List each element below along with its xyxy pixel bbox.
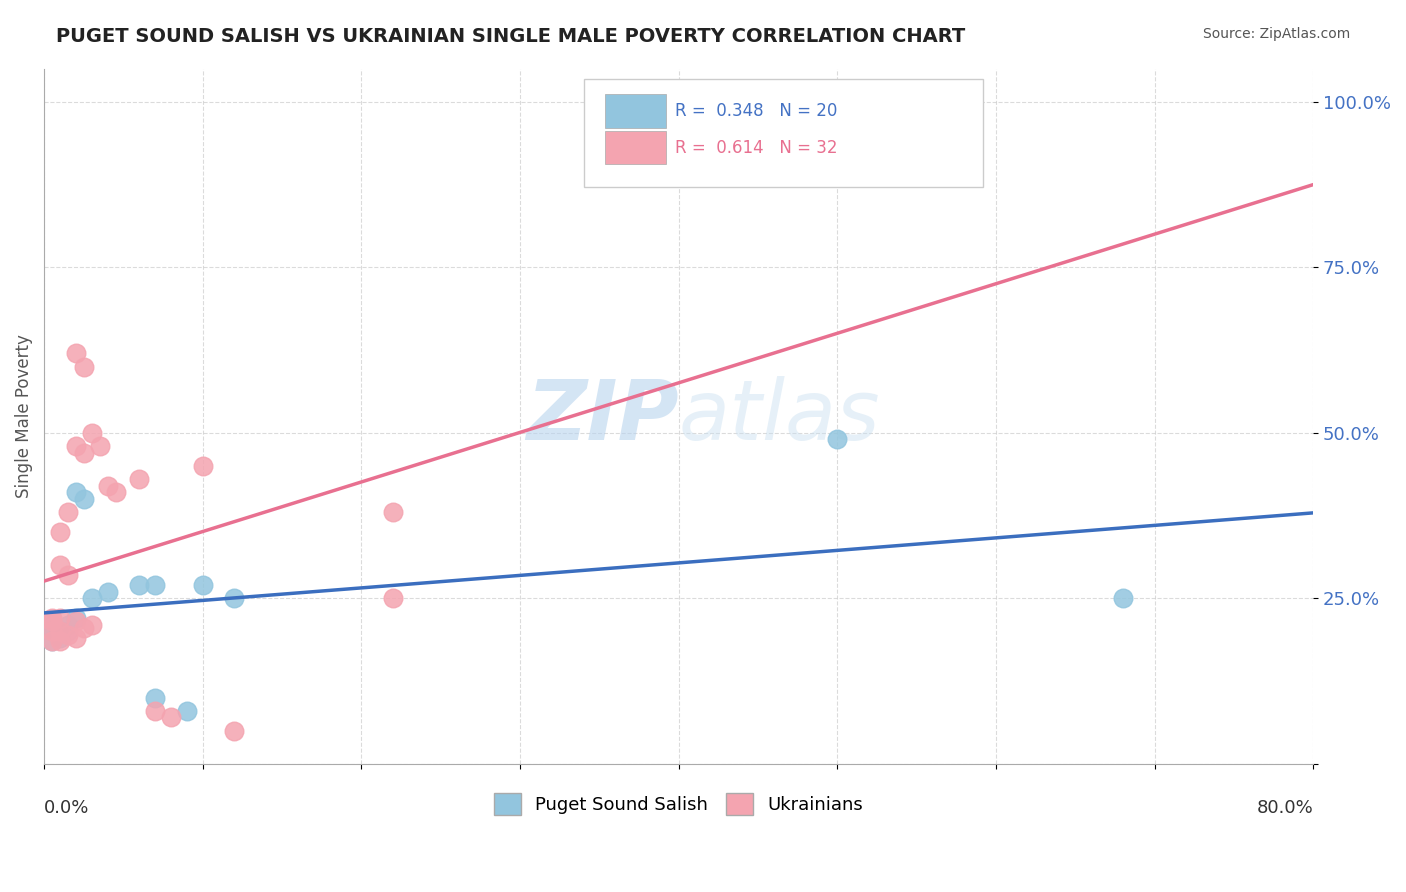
Point — [80, 425, 103, 440]
Point — [73, 491, 96, 506]
FancyBboxPatch shape — [605, 131, 666, 164]
FancyBboxPatch shape — [583, 79, 983, 186]
Point — [49, 611, 72, 625]
Text: R =  0.348   N = 20: R = 0.348 N = 20 — [675, 102, 837, 120]
Text: 80.0%: 80.0% — [1257, 798, 1313, 816]
Text: Source: ZipAtlas.com: Source: ZipAtlas.com — [1202, 27, 1350, 41]
Point — [56, 624, 79, 639]
Point — [49, 558, 72, 573]
Point — [41, 624, 63, 639]
Text: PUGET SOUND SALISH VS UKRAINIAN SINGLE MALE POVERTY CORRELATION CHART: PUGET SOUND SALISH VS UKRAINIAN SINGLE M… — [56, 27, 966, 45]
Point — [128, 578, 150, 592]
Point — [73, 359, 96, 374]
Point — [41, 634, 63, 648]
Point — [80, 617, 103, 632]
Point — [224, 591, 246, 606]
Point — [65, 631, 87, 645]
Point — [41, 615, 63, 629]
Point — [41, 624, 63, 639]
Point — [56, 628, 79, 642]
Point — [80, 591, 103, 606]
Point — [104, 485, 127, 500]
Point — [143, 578, 166, 592]
Point — [65, 485, 87, 500]
Point — [65, 439, 87, 453]
Point — [73, 621, 96, 635]
Text: ZIP: ZIP — [526, 376, 679, 457]
Point — [143, 704, 166, 718]
Legend: Puget Sound Salish, Ukrainians: Puget Sound Salish, Ukrainians — [485, 784, 873, 824]
Point — [97, 479, 120, 493]
Point — [89, 439, 111, 453]
Point — [49, 634, 72, 648]
Text: R =  0.614   N = 32: R = 0.614 N = 32 — [675, 139, 838, 157]
Point — [1112, 591, 1135, 606]
Point — [827, 433, 849, 447]
Point — [1381, 88, 1403, 103]
Point — [224, 723, 246, 738]
Point — [160, 710, 183, 724]
Point — [176, 704, 198, 718]
Point — [191, 578, 214, 592]
Point — [143, 690, 166, 705]
Text: atlas: atlas — [679, 376, 880, 457]
Text: 0.0%: 0.0% — [44, 798, 90, 816]
Point — [65, 611, 87, 625]
Y-axis label: Single Male Poverty: Single Male Poverty — [15, 334, 32, 498]
Point — [97, 584, 120, 599]
Point — [382, 505, 405, 519]
Point — [56, 505, 79, 519]
Point — [382, 591, 405, 606]
Point — [41, 634, 63, 648]
Point — [49, 624, 72, 639]
Point — [41, 611, 63, 625]
Point — [41, 617, 63, 632]
Point — [49, 624, 72, 639]
Point — [128, 472, 150, 486]
Point — [191, 458, 214, 473]
Point — [49, 631, 72, 645]
Point — [49, 524, 72, 539]
Point — [65, 615, 87, 629]
Point — [73, 445, 96, 459]
Point — [65, 346, 87, 360]
Point — [56, 617, 79, 632]
FancyBboxPatch shape — [605, 95, 666, 128]
Point — [56, 568, 79, 582]
